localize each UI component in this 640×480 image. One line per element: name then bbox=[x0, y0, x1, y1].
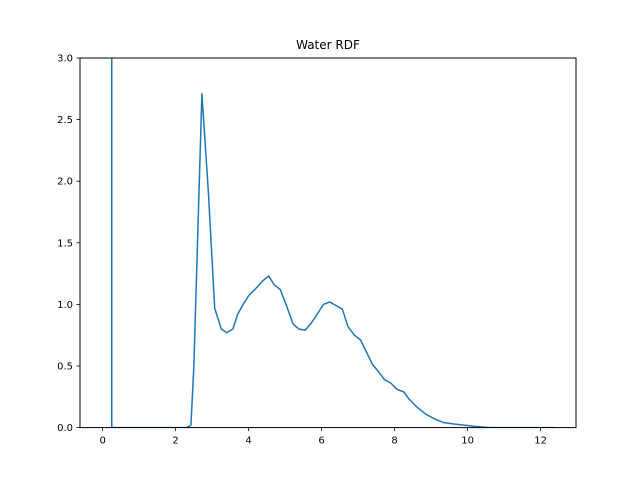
y-tick-label: 1.5 bbox=[57, 238, 73, 249]
x-tick-label: 4 bbox=[245, 436, 251, 447]
x-axis: 0 2 4 6 8 10 12 bbox=[99, 427, 547, 447]
x-tick-label: 12 bbox=[534, 436, 547, 447]
y-tick-label: 0.5 bbox=[57, 362, 73, 373]
y-axis: 0.0 0.5 1.0 1.5 2.0 2.5 3.0 bbox=[57, 54, 80, 434]
x-tick-label: 8 bbox=[391, 436, 397, 447]
plot-area bbox=[111, 58, 554, 428]
x-tick-label: 6 bbox=[318, 436, 324, 447]
x-tick-label: 0 bbox=[99, 436, 105, 447]
series-line bbox=[111, 58, 554, 428]
x-tick-label: 10 bbox=[461, 436, 474, 447]
chart-title: Water RDF bbox=[296, 38, 360, 52]
y-tick-label: 3.0 bbox=[57, 54, 73, 65]
y-tick-label: 0.0 bbox=[57, 423, 73, 434]
y-tick-label: 1.0 bbox=[57, 300, 73, 311]
x-tick-label: 2 bbox=[172, 436, 178, 447]
y-tick-label: 2.0 bbox=[57, 177, 73, 188]
y-tick-label: 2.5 bbox=[57, 115, 73, 126]
